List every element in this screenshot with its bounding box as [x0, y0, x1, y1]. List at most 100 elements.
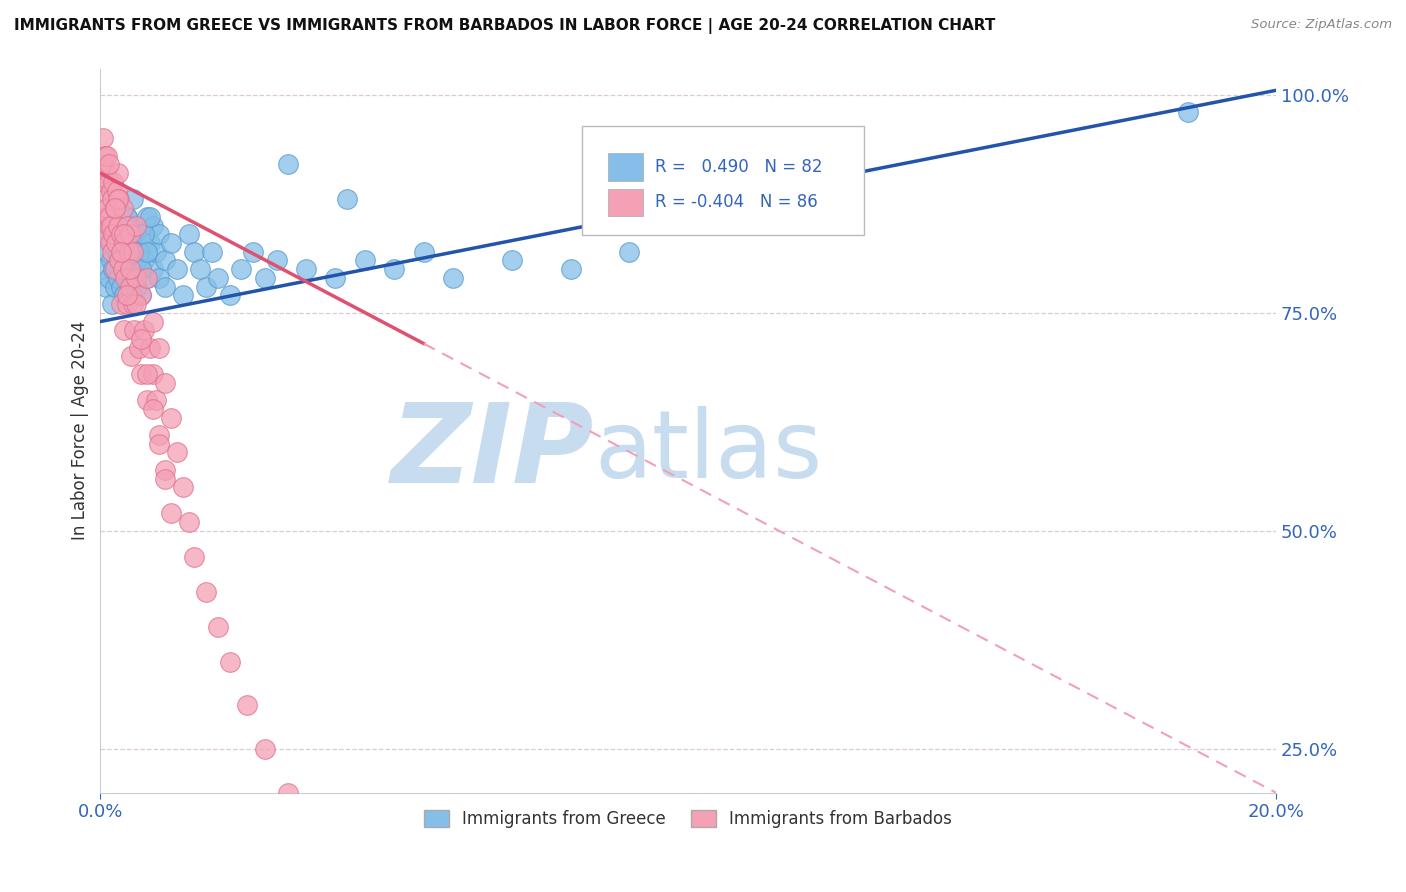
Point [104, 262, 127, 277]
Point [142, 262, 165, 277]
Point [115, 271, 138, 285]
Point [148, 341, 170, 355]
Point [128, 262, 150, 277]
Point [124, 279, 146, 293]
Point [124, 253, 146, 268]
Point [121, 193, 143, 207]
Point [110, 227, 132, 242]
Point [108, 253, 131, 268]
Point [94, 210, 117, 224]
Point [266, 253, 288, 268]
Point [118, 262, 141, 277]
Point [91, 262, 114, 277]
Point [110, 279, 132, 293]
Point [1177, 105, 1199, 120]
Point [103, 262, 125, 277]
Text: Source: ZipAtlas.com: Source: ZipAtlas.com [1251, 18, 1392, 31]
Point [110, 244, 132, 259]
Point [312, 803, 335, 817]
Point [148, 271, 170, 285]
Point [295, 262, 318, 277]
Text: ZIP: ZIP [391, 399, 595, 506]
Point [195, 585, 218, 599]
Point [107, 166, 129, 180]
Point [501, 253, 523, 268]
Point [124, 297, 146, 311]
Text: IMMIGRANTS FROM GREECE VS IMMIGRANTS FROM BARBADOS IN LABOR FORCE | AGE 20-24 CO: IMMIGRANTS FROM GREECE VS IMMIGRANTS FRO… [14, 18, 995, 34]
Point [93, 175, 115, 189]
Point [112, 227, 135, 242]
Point [114, 253, 136, 268]
Point [177, 515, 200, 529]
Point [120, 244, 142, 259]
Point [105, 184, 128, 198]
Point [110, 235, 132, 250]
Point [103, 175, 125, 189]
Point [142, 314, 165, 328]
Point [153, 463, 176, 477]
Point [166, 262, 188, 277]
Text: atlas: atlas [595, 407, 823, 499]
Point [101, 297, 124, 311]
Point [441, 271, 464, 285]
Point [111, 262, 134, 277]
Point [218, 655, 240, 669]
Point [118, 279, 141, 293]
Point [131, 262, 153, 277]
Point [105, 244, 128, 259]
Point [134, 253, 156, 268]
Point [131, 367, 153, 381]
Point [103, 227, 125, 242]
Point [183, 550, 205, 565]
Point [136, 367, 159, 381]
Point [134, 227, 156, 242]
Point [111, 262, 134, 277]
Point [136, 271, 159, 285]
Point [94, 149, 117, 163]
Point [91, 131, 114, 145]
Point [325, 271, 347, 285]
Point [253, 271, 276, 285]
Point [111, 201, 134, 215]
Point [118, 219, 141, 233]
Point [107, 227, 129, 242]
Text: R = -0.404   N = 86: R = -0.404 N = 86 [655, 194, 818, 211]
Point [160, 507, 183, 521]
Point [96, 149, 118, 163]
Point [207, 620, 229, 634]
Point [139, 235, 162, 250]
Point [90, 157, 112, 171]
Point [124, 323, 146, 337]
Point [207, 271, 229, 285]
Point [195, 279, 218, 293]
Point [100, 253, 122, 268]
Point [104, 279, 127, 293]
Point [131, 332, 153, 346]
Point [153, 253, 176, 268]
Point [160, 410, 183, 425]
Point [98, 210, 121, 224]
Point [96, 279, 118, 293]
Point [121, 271, 143, 285]
Point [188, 262, 211, 277]
Legend: Immigrants from Greece, Immigrants from Barbados: Immigrants from Greece, Immigrants from … [418, 804, 959, 835]
Point [115, 210, 138, 224]
Point [121, 297, 143, 311]
Point [104, 219, 127, 233]
Point [108, 253, 131, 268]
Point [98, 157, 121, 171]
Point [166, 445, 188, 459]
Point [218, 288, 240, 302]
Point [117, 244, 139, 259]
Point [112, 227, 135, 242]
Point [124, 219, 146, 233]
Point [96, 244, 118, 259]
FancyBboxPatch shape [609, 153, 644, 181]
Point [131, 227, 153, 242]
Point [100, 219, 122, 233]
Point [110, 297, 132, 311]
FancyBboxPatch shape [582, 127, 865, 235]
Point [115, 288, 138, 302]
Point [148, 436, 170, 450]
Point [121, 227, 143, 242]
